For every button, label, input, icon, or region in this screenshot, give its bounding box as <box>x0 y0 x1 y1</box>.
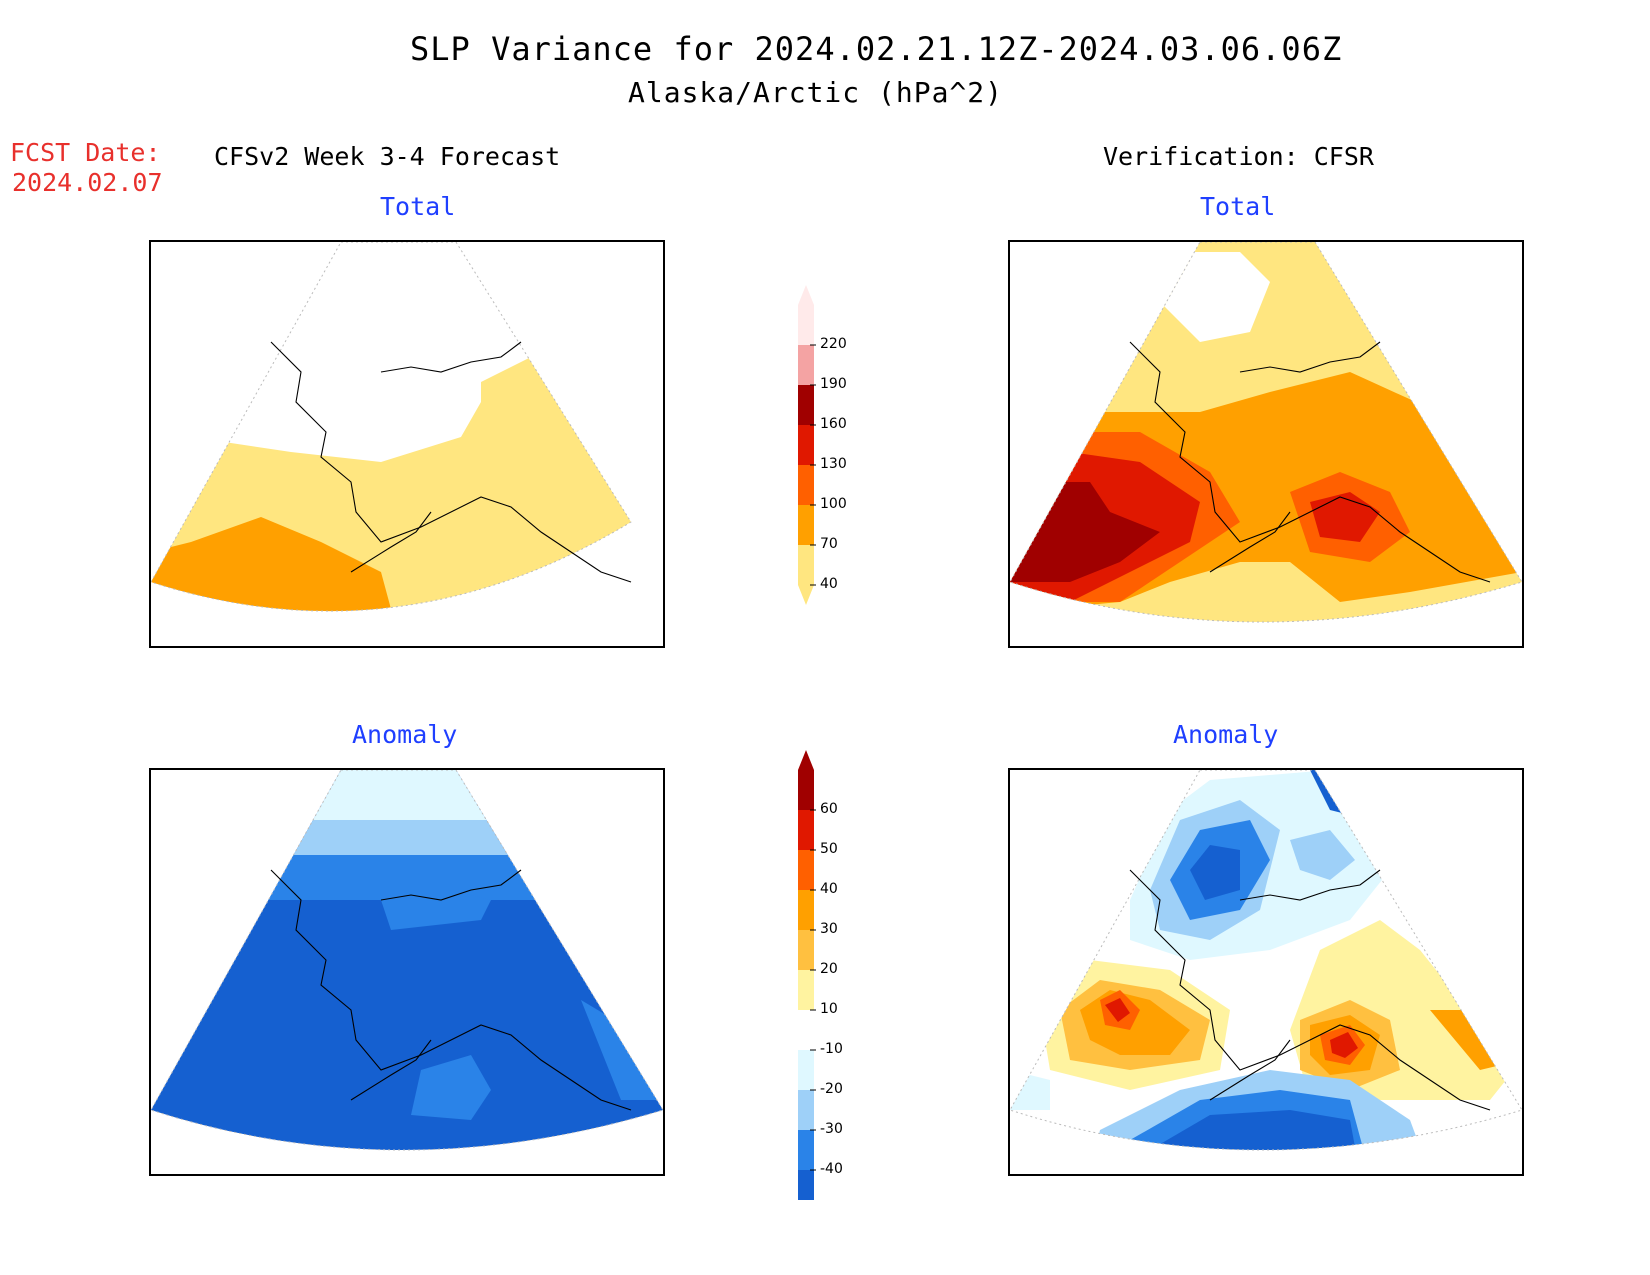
colorbar-anomaly-tick-label: 30 <box>820 921 838 937</box>
colorbar-anomaly-top-tip <box>798 750 814 770</box>
fcst-date-value: 2024.02.07 <box>12 168 163 197</box>
colorbar-anomaly-tick-label: 20 <box>820 961 838 977</box>
figure-title: SLP Variance for 2024.02.21.12Z-2024.03.… <box>410 30 1343 68</box>
colorbar-total-tick-label: 160 <box>820 416 847 432</box>
colorbar-total-tick-label: 70 <box>820 536 838 552</box>
colorbar-total-swatch <box>798 385 814 425</box>
colorbar-anomaly-swatches <box>798 750 816 1200</box>
fcst-date-label: FCST Date: <box>10 138 161 167</box>
colorbar-total-swatch <box>798 545 814 585</box>
right-column-title: Verification: CFSR <box>1103 142 1374 171</box>
colorbar-anomaly-swatch <box>798 1010 814 1050</box>
colorbar-anomaly-swatch <box>798 1170 814 1200</box>
map-verification-total <box>1008 240 1524 648</box>
colorbar-anomaly: 60 50 40 30 20 10 -10 -20 -30 -40 <box>796 750 876 1200</box>
panel-bl-title: Anomaly <box>352 720 458 749</box>
panel-tl-title: Total <box>380 192 456 221</box>
colorbar-total-tick-label: 130 <box>820 456 847 472</box>
colorbar-total: 220 190 160 130 100 70 40 <box>796 285 876 615</box>
colorbar-total-tick-label: 190 <box>820 376 847 392</box>
colorbar-anomaly-tick-label: -20 <box>820 1081 843 1097</box>
colorbar-total-tick-label: 100 <box>820 496 847 512</box>
figure-subtitle: Alaska/Arctic (hPa^2) <box>628 76 1004 109</box>
map-forecast-total <box>149 240 665 648</box>
colorbar-total-swatch <box>798 345 814 385</box>
colorbar-total-swatch <box>798 425 814 465</box>
colorbar-anomaly-swatch <box>798 1130 814 1170</box>
colorbar-anomaly-swatch <box>798 1050 814 1090</box>
colorbar-total-swatch <box>798 465 814 505</box>
colorbar-anomaly-swatch <box>798 770 814 810</box>
panel-br-title: Anomaly <box>1173 720 1279 749</box>
colorbar-anomaly-tick-label: 10 <box>820 1001 838 1017</box>
left-column-title: CFSv2 Week 3-4 Forecast <box>214 142 561 171</box>
colorbar-total-swatch <box>798 505 814 545</box>
colorbar-total-top-tip <box>798 285 814 305</box>
colorbar-anomaly-tick-label: -30 <box>820 1121 843 1137</box>
colorbar-anomaly-swatch <box>798 850 814 890</box>
colorbar-anomaly-swatch <box>798 1090 814 1130</box>
colorbar-anomaly-tick-label: -40 <box>820 1161 843 1177</box>
map-forecast-anomaly <box>149 768 665 1176</box>
colorbar-anomaly-swatch <box>798 970 814 1010</box>
colorbar-total-tick-label: 220 <box>820 336 847 352</box>
colorbar-total-swatch <box>798 305 814 345</box>
colorbar-anomaly-tick-label: 40 <box>820 881 838 897</box>
colorbar-anomaly-swatch <box>798 890 814 930</box>
panel-tr-title: Total <box>1200 192 1276 221</box>
colorbar-anomaly-tick-label: -10 <box>820 1041 843 1057</box>
colorbar-total-bottom-tip <box>798 585 814 605</box>
map-verification-anomaly <box>1008 768 1524 1176</box>
colorbar-total-swatches <box>798 285 816 605</box>
colorbar-anomaly-swatch <box>798 930 814 970</box>
colorbar-anomaly-tick-label: 50 <box>820 841 838 857</box>
colorbar-anomaly-swatch <box>798 810 814 850</box>
colorbar-anomaly-tick-label: 60 <box>820 801 838 817</box>
colorbar-total-tick-label: 40 <box>820 576 838 592</box>
